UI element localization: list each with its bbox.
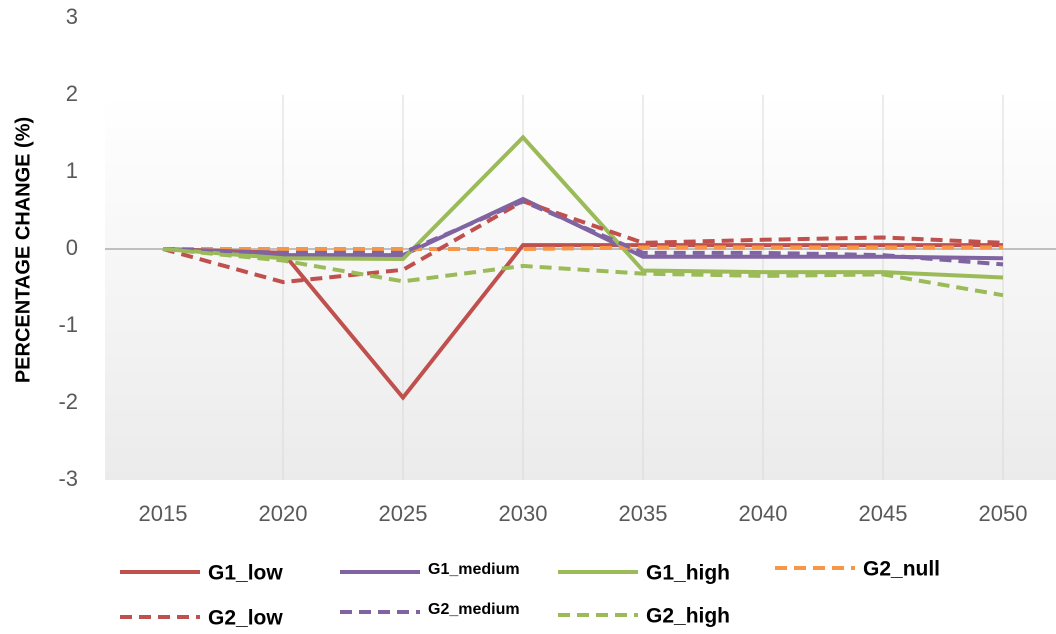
x-tick-label: 2040 [739, 501, 788, 526]
y-tick-label: 2 [66, 81, 78, 106]
y-tick-label: -1 [58, 312, 78, 337]
series-line [162, 247, 1004, 298]
legend-label: G2_high [646, 605, 730, 628]
x-tick-label: 2050 [979, 501, 1028, 526]
y-tick-label: 1 [66, 158, 78, 183]
series-line [163, 245, 1003, 251]
legend-label: G1_low [208, 562, 283, 585]
series-line [162, 243, 1003, 401]
y-tick-label: 3 [66, 4, 78, 29]
x-tick-label: 2035 [619, 501, 668, 526]
x-tick-label: 2015 [139, 501, 188, 526]
series-line [162, 199, 1004, 267]
x-tick-label: 2020 [259, 501, 308, 526]
series-line [162, 199, 1004, 285]
series-line [162, 134, 1004, 280]
series-line [162, 196, 1004, 261]
y-tick-label: -2 [58, 389, 78, 414]
legend-label: G1_medium [428, 561, 520, 578]
plot-background [105, 95, 1056, 480]
y-axis-label: PERCENTAGE CHANGE (%) [12, 117, 34, 383]
legend-label: G2_medium [428, 601, 520, 618]
legend-label: G1_high [646, 562, 730, 585]
x-tick-label: 2030 [499, 501, 548, 526]
legend-label: G2_low [208, 607, 283, 630]
legend-label: G2_null [863, 558, 940, 581]
x-tick-label: 2045 [859, 501, 908, 526]
y-tick-label: 0 [66, 235, 78, 260]
x-tick-label: 2025 [379, 501, 428, 526]
y-tick-label: -3 [58, 466, 78, 491]
